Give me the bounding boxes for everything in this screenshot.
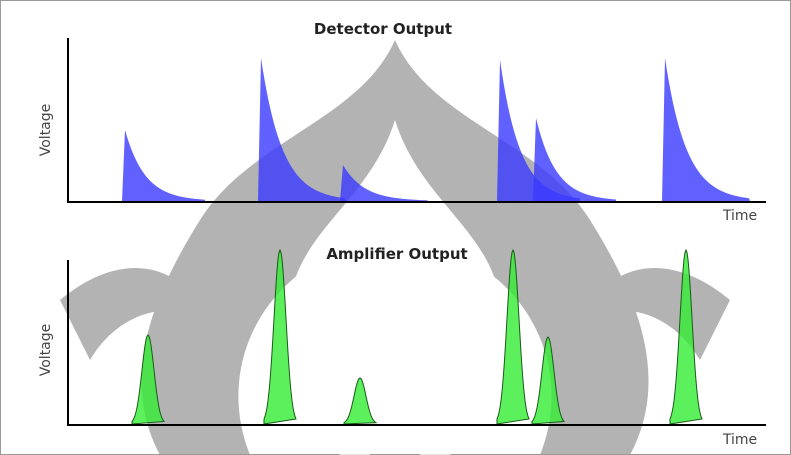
y-axis-label: Voltage xyxy=(38,324,54,377)
diagram: Detector Output Voltage Time Amplifier O… xyxy=(0,0,791,455)
x-axis-label: Time xyxy=(722,432,757,448)
x-axis-label: Time xyxy=(722,208,757,224)
panel-title: Amplifier Output xyxy=(326,245,467,263)
y-axis-label: Voltage xyxy=(38,104,54,157)
panel-title: Detector Output xyxy=(314,20,452,38)
